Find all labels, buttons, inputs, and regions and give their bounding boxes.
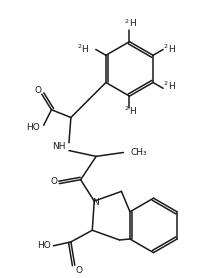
Text: H: H xyxy=(168,45,175,54)
Text: N: N xyxy=(92,198,99,207)
Text: NH: NH xyxy=(52,142,66,151)
Text: HO: HO xyxy=(37,241,51,250)
Text: 2: 2 xyxy=(163,81,167,86)
Text: 2: 2 xyxy=(125,19,129,24)
Text: H: H xyxy=(129,19,136,28)
Text: H: H xyxy=(168,82,175,91)
Text: O: O xyxy=(34,86,41,95)
Text: O: O xyxy=(51,177,58,186)
Text: CH₃: CH₃ xyxy=(131,148,147,157)
Text: 2: 2 xyxy=(163,44,167,49)
Text: HO: HO xyxy=(26,123,40,132)
Text: 2: 2 xyxy=(77,44,81,49)
Text: H: H xyxy=(129,107,136,116)
Text: 2: 2 xyxy=(125,106,129,111)
Text: O: O xyxy=(75,265,82,275)
Text: H: H xyxy=(81,45,88,54)
